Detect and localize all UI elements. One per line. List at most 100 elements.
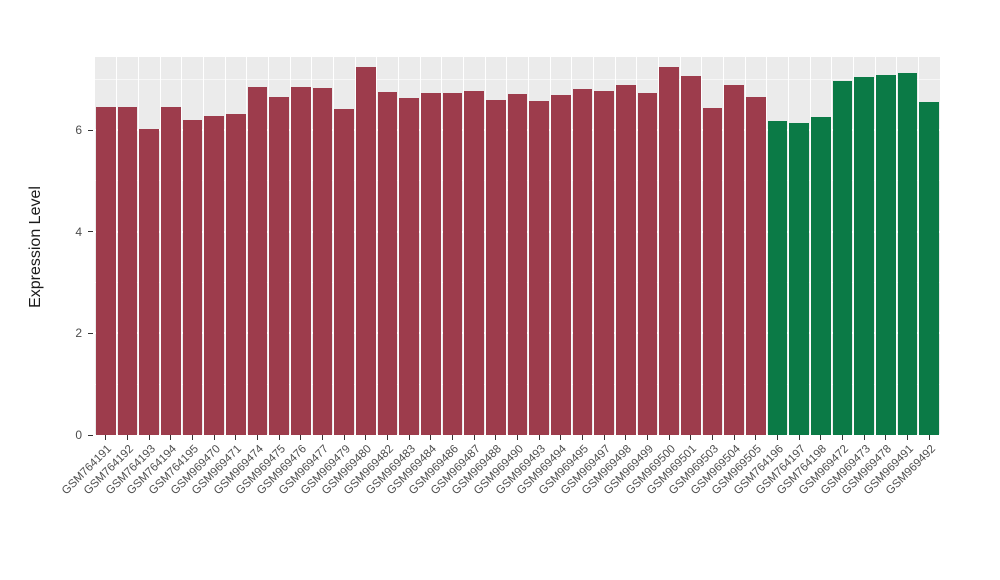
- y-tick-label: 4: [75, 224, 82, 239]
- gridline-vertical: [917, 57, 919, 435]
- bar-GSM764196: [767, 121, 788, 435]
- gridline-vertical: [766, 57, 768, 435]
- x-axis: GSM764191 GSM764192 GSM764193 GSM764194 GSM7…: [60, 435, 940, 580]
- x-tick-mark: [668, 435, 670, 440]
- y-tick-mark: [88, 434, 93, 436]
- bar-GSM969473: [854, 76, 874, 435]
- gridline-vertical: [224, 57, 226, 435]
- gridline-vertical: [116, 57, 118, 435]
- bar-GSM969484: [421, 93, 441, 435]
- gridline-vertical: [636, 57, 638, 435]
- x-tick-mark: [582, 435, 583, 440]
- bar-GSM969471: [226, 113, 246, 435]
- gridline-vertical: [592, 57, 594, 435]
- x-tick-mark: [777, 435, 778, 440]
- bar-GSM969487: [464, 91, 484, 435]
- gridline-vertical: [246, 57, 248, 435]
- y-tick-mark: [88, 332, 93, 334]
- x-tick-mark: [647, 435, 648, 440]
- bar-GSM969479: [334, 108, 354, 435]
- x-tick-mark: [863, 435, 865, 440]
- bar-GSM764194: [161, 107, 181, 435]
- gridline-vertical: [332, 57, 334, 435]
- x-tick-mark: [452, 435, 453, 440]
- x-tick-mark: [213, 435, 215, 440]
- x-tick-mark: [473, 435, 475, 440]
- gridline-vertical: [809, 57, 811, 435]
- x-tick-mark: [755, 435, 757, 440]
- bar-GSM764191: [96, 107, 116, 435]
- x-tick-mark: [257, 435, 258, 440]
- bar-GSM969497: [594, 90, 614, 435]
- plot-panel: [95, 57, 940, 436]
- gridline-vertical: [137, 57, 139, 435]
- bar-GSM764197: [789, 122, 809, 435]
- gridline-vertical: [267, 57, 269, 435]
- gridline-vertical: [441, 57, 443, 435]
- bar-GSM764198: [811, 117, 831, 435]
- gridline-vertical: [506, 57, 508, 435]
- x-tick-mark: [928, 435, 930, 440]
- gridline-vertical: [419, 57, 421, 435]
- x-tick-mark: [690, 435, 692, 440]
- x-tick-mark: [712, 435, 713, 440]
- gridline-vertical: [549, 57, 551, 435]
- gridline-vertical: [657, 57, 659, 435]
- x-tick-mark: [907, 435, 908, 440]
- bar-GSM969492: [919, 101, 939, 435]
- bar-GSM969495: [572, 88, 593, 435]
- bar-GSM969494: [551, 94, 571, 435]
- gridline-vertical: [527, 57, 529, 435]
- bar-GSM764192: [117, 107, 138, 435]
- gridline-vertical: [831, 57, 833, 435]
- bar-GSM969500: [659, 66, 679, 435]
- x-tick-mark: [235, 435, 237, 440]
- gridline-vertical: [159, 57, 161, 435]
- x-tick-mark: [343, 435, 345, 440]
- x-tick-mark: [127, 435, 128, 440]
- x-tick-mark: [300, 435, 302, 440]
- bar-GSM969483: [399, 98, 419, 435]
- bar-GSM969499: [637, 93, 658, 435]
- gridline-vertical: [722, 57, 724, 435]
- bar-GSM969493: [529, 100, 549, 435]
- y-axis: 0 2 4 6: [0, 57, 95, 442]
- bar-GSM969478: [876, 75, 896, 435]
- gridline-vertical: [354, 57, 356, 435]
- x-tick-mark: [192, 435, 193, 440]
- gridline-vertical: [744, 57, 746, 435]
- bar-GSM969472: [832, 81, 853, 435]
- bar-GSM969505: [746, 97, 766, 435]
- x-tick-mark: [798, 435, 800, 440]
- bar-GSM764193: [139, 129, 159, 435]
- bar-GSM969474: [247, 86, 268, 435]
- x-tick-mark: [430, 435, 432, 440]
- gridline-vertical: [701, 57, 703, 435]
- y-tick-label: 0: [75, 428, 82, 442]
- bar-GSM969498: [616, 85, 636, 435]
- y-tick-label: 2: [75, 326, 82, 341]
- gridline-vertical: [787, 57, 789, 435]
- x-tick-mark: [148, 435, 150, 440]
- gridline-vertical: [311, 57, 313, 435]
- x-tick-mark: [842, 435, 843, 440]
- x-tick-mark: [733, 435, 735, 440]
- bar-GSM969482: [377, 91, 398, 435]
- x-tick-mark: [170, 435, 172, 440]
- bar-GSM969501: [681, 76, 701, 435]
- bar-GSM969470: [204, 115, 224, 435]
- gridline-vertical: [571, 57, 573, 435]
- x-tick-mark: [560, 435, 562, 440]
- y-tick-mark: [88, 231, 93, 233]
- bar-GSM969503: [702, 108, 723, 435]
- x-tick-mark: [408, 435, 410, 440]
- x-tick-mark: [495, 435, 497, 440]
- gridline-vertical: [874, 57, 876, 435]
- gridline-vertical: [181, 57, 183, 435]
- gridline-vertical: [202, 57, 204, 435]
- bar-GSM969486: [442, 93, 463, 435]
- gridline-vertical: [462, 57, 464, 435]
- bar-GSM969488: [486, 99, 506, 435]
- x-tick-mark: [885, 435, 887, 440]
